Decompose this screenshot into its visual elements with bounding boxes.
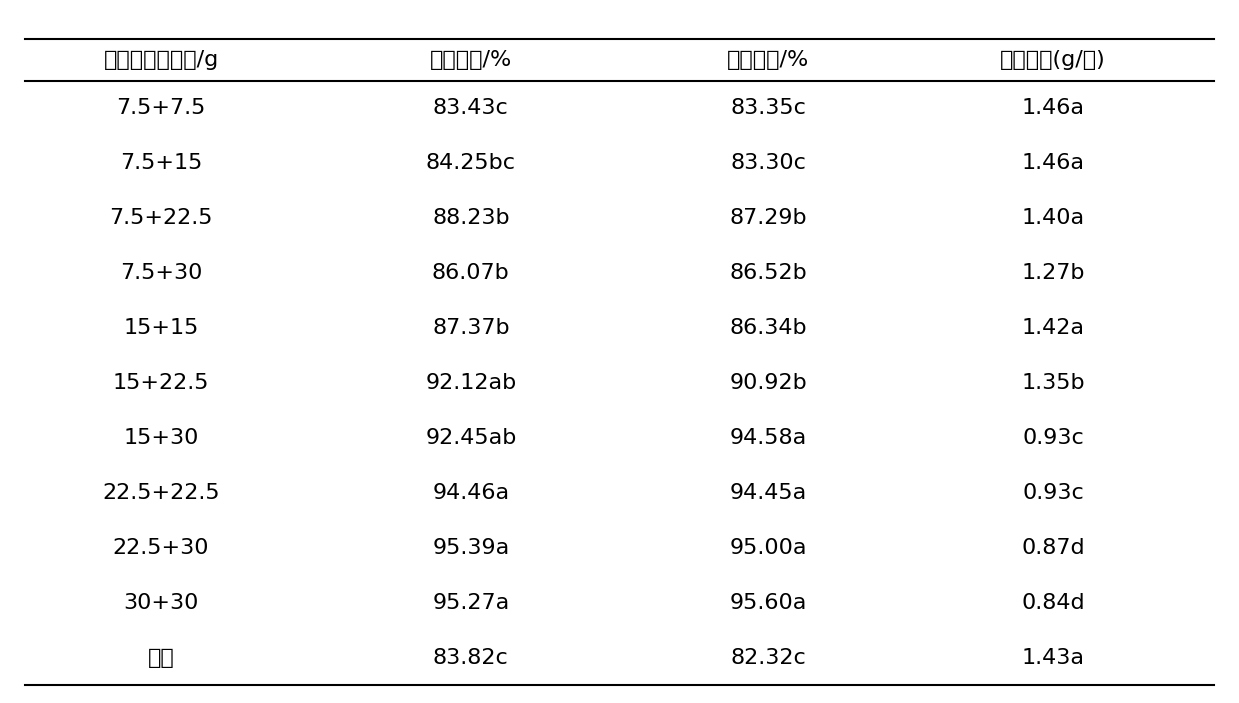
Text: 0.93c: 0.93c	[1022, 483, 1084, 503]
Text: 1.46a: 1.46a	[1022, 153, 1084, 173]
Text: 7.5+22.5: 7.5+22.5	[109, 208, 213, 228]
Text: 7.5+30: 7.5+30	[120, 263, 202, 283]
Text: 生物炭和保水剂/g: 生物炭和保水剂/g	[103, 50, 219, 70]
Text: 22.5+30: 22.5+30	[113, 538, 209, 558]
Text: 95.27a: 95.27a	[432, 593, 509, 613]
Text: 7.5+15: 7.5+15	[120, 153, 202, 173]
Text: 90.92b: 90.92b	[730, 373, 807, 393]
Text: 88.23b: 88.23b	[432, 208, 509, 228]
Text: 87.37b: 87.37b	[432, 318, 509, 338]
Text: 83.82c: 83.82c	[432, 648, 509, 668]
Text: 95.00a: 95.00a	[730, 538, 807, 558]
Text: 株数防效/%: 株数防效/%	[430, 50, 512, 70]
Text: 84.25bc: 84.25bc	[426, 153, 515, 173]
Text: 83.30c: 83.30c	[730, 153, 807, 173]
Text: 82.32c: 82.32c	[730, 648, 807, 668]
Text: 水稻鲜重(g/株): 水稻鲜重(g/株)	[1000, 50, 1106, 70]
Text: 15+22.5: 15+22.5	[113, 373, 209, 393]
Text: 7.5+7.5: 7.5+7.5	[116, 98, 206, 118]
Text: 鲜重防效/%: 鲜重防效/%	[727, 50, 809, 70]
Text: 83.35c: 83.35c	[730, 98, 807, 118]
Text: 1.35b: 1.35b	[1021, 373, 1085, 393]
Text: 92.12ab: 92.12ab	[425, 373, 517, 393]
Text: 1.40a: 1.40a	[1022, 208, 1084, 228]
Text: 86.52b: 86.52b	[730, 263, 807, 283]
Text: 92.45ab: 92.45ab	[425, 428, 517, 448]
Text: 30+30: 30+30	[124, 593, 198, 613]
Text: 86.34b: 86.34b	[730, 318, 807, 338]
Text: 1.27b: 1.27b	[1021, 263, 1085, 283]
Text: 15+15: 15+15	[124, 318, 198, 338]
Text: 0.84d: 0.84d	[1021, 593, 1085, 613]
Text: 94.46a: 94.46a	[432, 483, 509, 503]
Text: 87.29b: 87.29b	[730, 208, 807, 228]
Text: 0.93c: 0.93c	[1022, 428, 1084, 448]
Text: 15+30: 15+30	[124, 428, 198, 448]
Text: 86.07b: 86.07b	[432, 263, 509, 283]
Text: 94.45a: 94.45a	[730, 483, 807, 503]
Text: 1.46a: 1.46a	[1022, 98, 1084, 118]
Text: 94.58a: 94.58a	[730, 428, 807, 448]
Text: 加水: 加水	[147, 648, 175, 668]
Text: 22.5+22.5: 22.5+22.5	[103, 483, 219, 503]
Text: 1.43a: 1.43a	[1022, 648, 1084, 668]
Text: 0.87d: 0.87d	[1021, 538, 1085, 558]
Text: 95.39a: 95.39a	[432, 538, 509, 558]
Text: 83.43c: 83.43c	[432, 98, 509, 118]
Text: 95.60a: 95.60a	[730, 593, 807, 613]
Text: 1.42a: 1.42a	[1022, 318, 1084, 338]
